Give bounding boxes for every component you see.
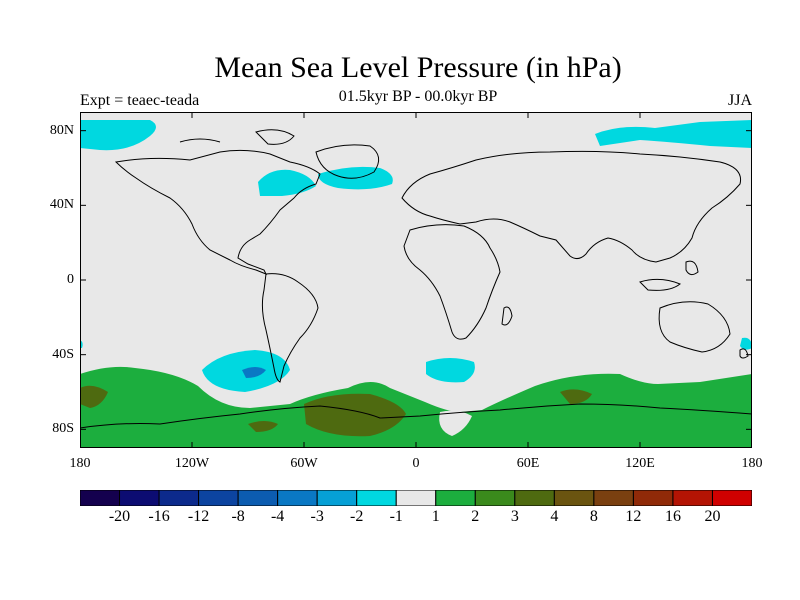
colorbar-label: -4 <box>270 508 285 525</box>
colorbar-swatch <box>395 490 437 506</box>
lon-tick-label: 0 <box>412 456 420 471</box>
colorbar-swatch <box>672 490 713 506</box>
pressure-map <box>80 112 752 448</box>
colorbar-swatch <box>711 490 752 506</box>
lon-tick-label: 60W <box>290 456 318 471</box>
lon-tick-label: 180 <box>741 456 763 471</box>
coastlines <box>80 129 752 429</box>
map-canvas <box>80 112 752 448</box>
colorbar-label: 2 <box>471 508 480 525</box>
season-label: JJA <box>727 92 752 109</box>
colorbar-label: 8 <box>589 508 598 525</box>
colorbar-swatch <box>80 490 121 506</box>
colorbar-label: 1 <box>431 508 440 525</box>
colorbar-label: 20 <box>704 508 721 525</box>
lat-tick-label: 40S <box>52 346 74 362</box>
lon-tick-label: 180 <box>69 456 91 471</box>
experiment-label: Expt = teaec-teada <box>80 92 200 109</box>
axis-ticks <box>80 112 752 448</box>
colorbar-swatch <box>514 490 555 506</box>
colorbar-swatch <box>553 490 595 506</box>
colorbar-swatch <box>277 490 318 506</box>
period-subtitle: 01.5kyr BP - 00.0kyr BP <box>338 88 498 105</box>
colorbar <box>80 490 752 506</box>
colorbar-swatch <box>316 490 358 506</box>
lat-tick-label: 80S <box>52 421 74 437</box>
colorbar-swatch <box>435 490 476 506</box>
colorbar-label: -12 <box>187 508 210 525</box>
lon-tick-label: 120W <box>174 456 210 471</box>
colorbar-label: -1 <box>389 508 403 525</box>
colorbar-label: -16 <box>148 508 170 525</box>
colorbar-label: 4 <box>550 508 559 525</box>
map-title: Mean Sea Level Pressure (in hPa) <box>214 51 622 84</box>
colorbar-swatch <box>237 490 279 506</box>
colorbar-swatch <box>158 490 200 506</box>
positive-anomaly-regions <box>80 366 752 448</box>
lon-tick-label: 120E <box>625 456 655 471</box>
colorbar-swatch <box>593 490 634 506</box>
colorbar-swatch <box>632 490 674 506</box>
lon-tick-label: 60E <box>516 456 540 471</box>
colorbar-swatch <box>119 490 160 506</box>
colorbar-label: -2 <box>350 508 364 525</box>
colorbar-swatch <box>474 490 516 506</box>
colorbar-swatch <box>198 490 239 506</box>
lat-tick-label: 80N <box>49 122 74 138</box>
colorbar-label: 3 <box>510 508 519 525</box>
lat-tick-label: 0 <box>67 272 74 287</box>
colorbar-label: -3 <box>310 508 324 525</box>
colorbar-label: 16 <box>664 508 681 525</box>
colorbar-label: -20 <box>108 508 131 525</box>
colorbar-swatch <box>356 490 397 506</box>
lat-tick-label: 40N <box>49 197 74 213</box>
colorbar-label: -8 <box>231 508 245 525</box>
colorbar-label: 12 <box>625 508 642 525</box>
